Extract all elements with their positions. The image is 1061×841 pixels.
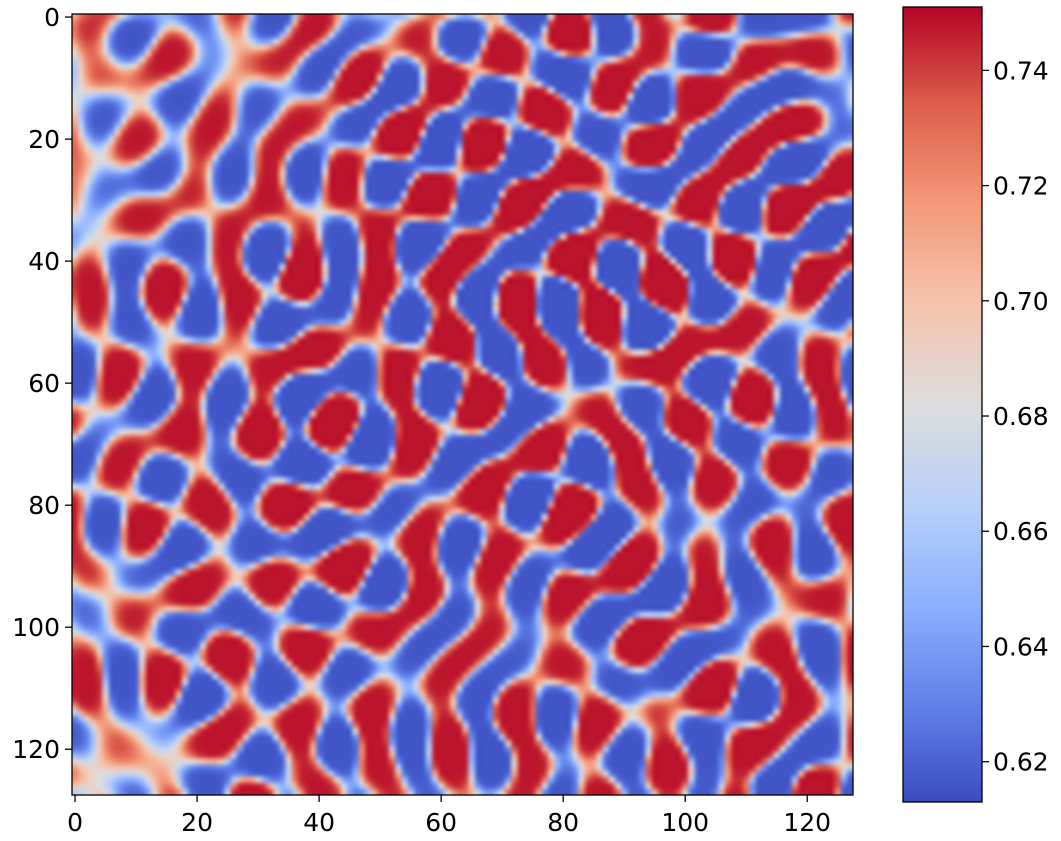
x-tick-label: 100 [661,808,709,837]
x-tick-label: 20 [181,808,213,837]
x-tick-label: 40 [303,808,335,837]
colorbar: 0.62 0.64 0.66 0.68 0.70 0.72 0.74 [902,6,1049,803]
colorbar-ticks: 0.62 0.64 0.66 0.68 0.70 0.72 0.74 [982,56,1049,777]
colorbar-tick-label: 0.66 [993,517,1049,546]
y-tick-label: 20 [28,125,60,154]
x-tick-label: 60 [425,808,457,837]
y-tick-label: 0 [44,3,60,32]
colorbar-tick-label: 0.70 [993,287,1049,316]
colorbar-tick-label: 0.72 [993,172,1049,201]
y-tick-label: 120 [12,735,60,764]
x-tick-label: 0 [67,808,83,837]
plot-frame [71,13,854,796]
colorbar-tick-label: 0.74 [993,56,1049,85]
colorbar-tick-label: 0.64 [993,632,1049,661]
x-axis: 0 20 40 60 80 100 120 [67,795,831,837]
colorbar-tick-label: 0.62 [993,748,1049,777]
y-tick-label: 40 [28,247,60,276]
colorbar-tick-label: 0.68 [993,402,1049,431]
y-tick-label: 100 [12,613,60,642]
x-tick-label: 120 [783,808,831,837]
y-tick-label: 60 [28,369,60,398]
y-tick-label: 80 [28,491,60,520]
heatmap-image [72,14,853,795]
colorbar-frame [902,6,983,803]
colorbar-gradient [903,7,982,802]
heatmap-area [72,14,853,795]
y-axis: 0 20 40 60 80 100 120 [12,3,72,764]
x-tick-label: 80 [547,808,579,837]
